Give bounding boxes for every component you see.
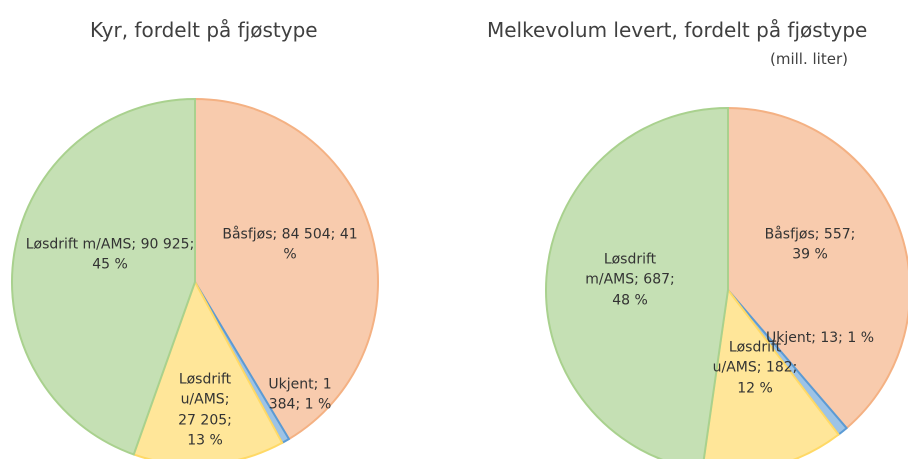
chart-title: Melkevolum levert, fordelt på fjøstype [487,18,868,42]
data-label: Løsdrift m/AMS; 687; 48 % [585,251,675,309]
data-label: Løsdrift m/AMS; 90 925; 45 % [25,236,195,273]
pie-slice [11,97,196,456]
pie-slice [194,97,379,441]
data-label: Båsfjøs; 84 504; 41 % [222,226,358,263]
pie-slice [545,106,729,459]
data-label: Løsdrift u/AMS; 27 205; 13 % [178,371,232,449]
chart-subtitle: (mill. liter) [770,50,848,68]
data-label: Ukjent; 13; 1 % [765,329,875,346]
pie-slice [132,279,284,459]
pie-slice [727,106,908,430]
chart-title: Kyr, fordelt på fjøstype [90,18,318,42]
data-label: Ukjent; 1 384; 1 % [268,376,332,413]
data-label: Løsdrift u/AMS; 182; 12 % [712,339,798,397]
pie-slice [702,287,840,459]
data-label: Båsfjøs; 557; 39 % [764,226,856,263]
